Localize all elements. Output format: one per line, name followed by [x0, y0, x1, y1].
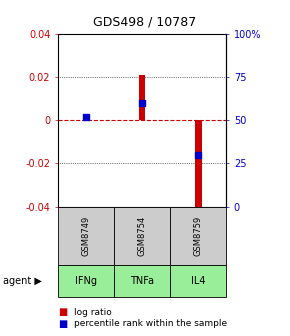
Text: GSM8754: GSM8754 [137, 216, 147, 256]
Text: ■: ■ [58, 307, 67, 318]
Bar [139, 75, 146, 120]
Bar [195, 120, 202, 207]
Text: percentile rank within the sample: percentile rank within the sample [74, 319, 227, 328]
Point [196, 152, 200, 157]
Text: IFNg: IFNg [75, 277, 97, 286]
Text: agent ▶: agent ▶ [3, 277, 42, 286]
Bar [83, 118, 89, 120]
Text: GSM8749: GSM8749 [81, 216, 90, 256]
Text: ■: ■ [58, 319, 67, 329]
Point [84, 114, 88, 119]
Text: GSM8759: GSM8759 [194, 216, 203, 256]
Point [140, 100, 144, 106]
Text: IL4: IL4 [191, 277, 205, 286]
Text: log ratio: log ratio [74, 308, 112, 317]
Text: GDS498 / 10787: GDS498 / 10787 [93, 15, 197, 28]
Text: TNFa: TNFa [130, 277, 154, 286]
